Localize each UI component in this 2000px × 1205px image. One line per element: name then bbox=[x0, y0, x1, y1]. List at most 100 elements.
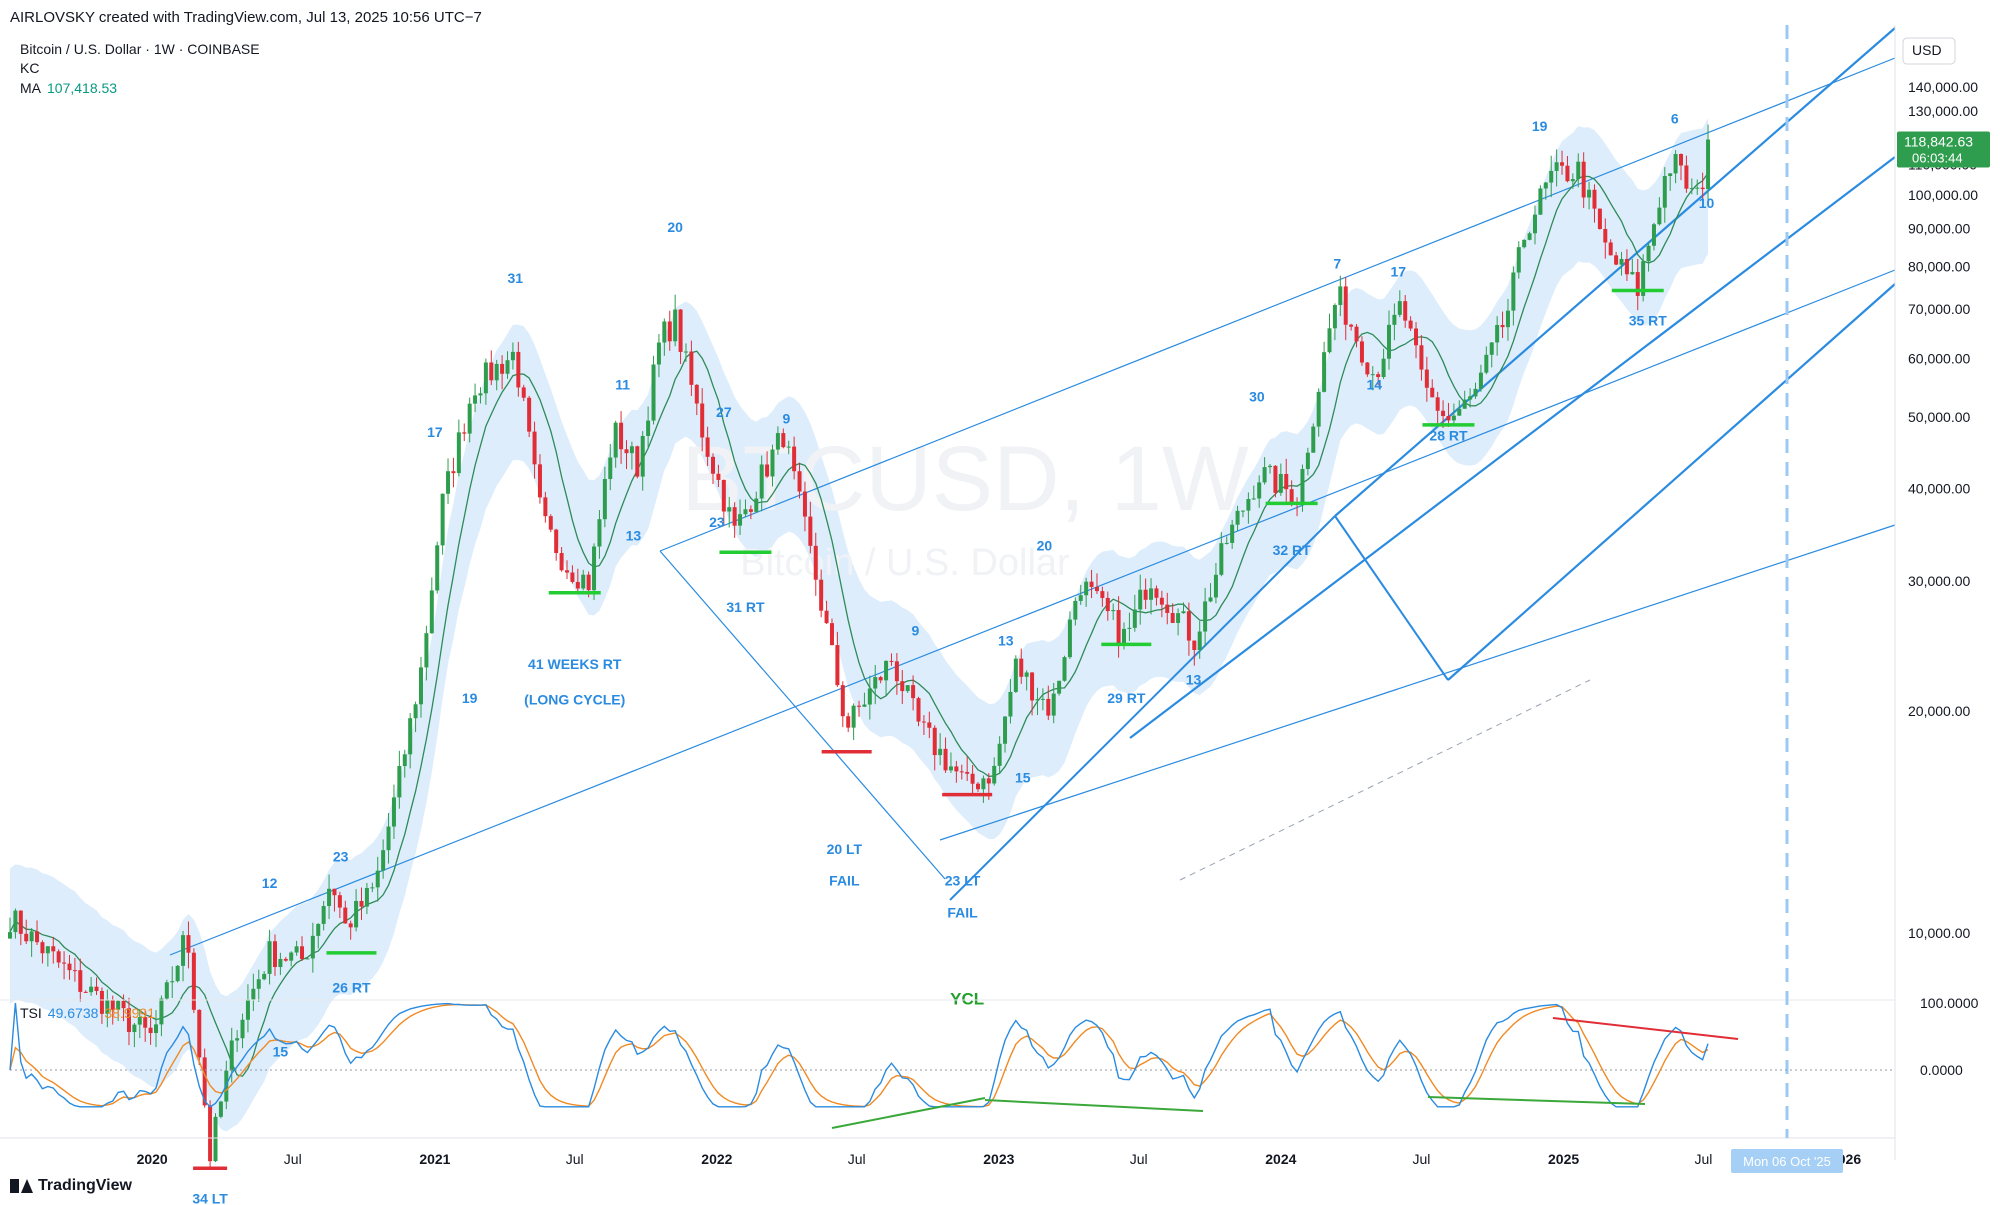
candle-body bbox=[251, 988, 256, 1000]
candle-body bbox=[1635, 272, 1640, 296]
annotation-label: YCL bbox=[950, 990, 984, 1009]
candle-body bbox=[1662, 176, 1667, 208]
candle-body bbox=[1165, 604, 1170, 614]
candle-body bbox=[1349, 324, 1354, 327]
annotation-label: 19 bbox=[1532, 118, 1548, 134]
candle-body bbox=[1641, 261, 1646, 296]
candle-body bbox=[559, 552, 564, 571]
candle-body bbox=[218, 1101, 223, 1117]
candle-body bbox=[1035, 699, 1040, 701]
bar-countdown: 06:03:44 bbox=[1912, 151, 1963, 166]
candle-body bbox=[959, 771, 964, 773]
candle-body bbox=[1111, 610, 1116, 612]
candle-body bbox=[775, 433, 780, 450]
candle-body bbox=[1505, 310, 1510, 328]
candle-body bbox=[748, 509, 753, 512]
candle-body bbox=[1554, 162, 1559, 171]
annotation-label: 15 bbox=[273, 1044, 289, 1060]
dashed-support bbox=[1179, 679, 1591, 881]
time-tick-label: 2025 bbox=[1548, 1151, 1579, 1167]
annotation-label: 9 bbox=[912, 622, 920, 638]
candle-body bbox=[527, 397, 532, 432]
candle-body bbox=[1435, 397, 1440, 411]
candle-body bbox=[446, 471, 451, 494]
annotation-label: 13 bbox=[998, 633, 1014, 649]
candle-body bbox=[310, 935, 315, 959]
tradingview-brand: TradingView bbox=[10, 1177, 132, 1195]
candle-body bbox=[408, 718, 413, 755]
candle-body bbox=[159, 998, 164, 1025]
candle-body bbox=[1019, 658, 1024, 677]
candle-body bbox=[364, 888, 369, 907]
candle-body bbox=[635, 446, 640, 477]
candle-body bbox=[413, 704, 418, 719]
candle-body bbox=[878, 677, 883, 681]
candle-body bbox=[1268, 465, 1273, 468]
candle-body bbox=[575, 581, 580, 589]
candle-body bbox=[202, 1057, 207, 1106]
price-tick-label: 90,000.00 bbox=[1908, 221, 1970, 237]
legend-tsi: TSI 49.6738 38.9991 bbox=[20, 1005, 155, 1021]
annotation-label: 17 bbox=[427, 424, 443, 440]
candle-body bbox=[1013, 658, 1018, 692]
candle-body bbox=[1576, 161, 1581, 180]
candle-body bbox=[1322, 352, 1327, 392]
candle-body bbox=[1024, 672, 1029, 677]
candle-body bbox=[592, 546, 597, 591]
candle-body bbox=[797, 471, 802, 492]
candle-body bbox=[1359, 341, 1364, 363]
candle-body bbox=[1257, 482, 1262, 499]
candle-body bbox=[1073, 600, 1078, 620]
candle-body bbox=[678, 309, 683, 352]
candle-body bbox=[543, 497, 548, 517]
candle-body bbox=[705, 437, 710, 457]
candle-body bbox=[521, 387, 526, 398]
candle-body bbox=[316, 923, 321, 936]
candle-body bbox=[1316, 391, 1321, 427]
candle-body bbox=[1592, 189, 1597, 209]
candle-body bbox=[1311, 426, 1316, 453]
candle-body bbox=[608, 457, 613, 480]
candle-body bbox=[711, 456, 716, 474]
candle-body bbox=[89, 986, 94, 993]
candle-body bbox=[1527, 233, 1532, 240]
candle-body bbox=[467, 403, 472, 434]
candle-body bbox=[137, 1017, 142, 1025]
annotation-label: 27 bbox=[716, 404, 732, 420]
candle-body bbox=[370, 887, 375, 889]
candle-body bbox=[1457, 408, 1462, 416]
candle-body bbox=[245, 999, 250, 1020]
annotation-label: 31 bbox=[507, 270, 523, 286]
pivot-leg-down bbox=[1334, 515, 1449, 681]
candle-body bbox=[1354, 326, 1359, 342]
time-tick-label: Jul bbox=[284, 1151, 302, 1167]
candle-body bbox=[1078, 595, 1083, 601]
candle-body bbox=[1565, 165, 1570, 182]
candle-body bbox=[348, 923, 353, 928]
candle-body bbox=[1668, 173, 1673, 177]
legend-ma: MA 107,418.53 bbox=[20, 80, 117, 96]
candle-body bbox=[164, 982, 169, 999]
candle-body bbox=[565, 570, 570, 573]
annotation-label: 20 LT bbox=[827, 841, 863, 857]
candle-body bbox=[321, 906, 326, 924]
candle-body bbox=[94, 986, 99, 992]
candle-body bbox=[478, 393, 483, 396]
annotation-label: 30 bbox=[1249, 388, 1265, 404]
candle-body bbox=[1008, 691, 1013, 717]
annotation-label: 10 bbox=[1699, 195, 1715, 211]
candle-body bbox=[1235, 510, 1240, 525]
candle-body bbox=[24, 933, 29, 942]
candle-body bbox=[727, 507, 732, 512]
steep-channel-lower bbox=[1447, 283, 1896, 681]
candle-body bbox=[770, 449, 775, 477]
candle-body bbox=[132, 1024, 137, 1033]
candle-body bbox=[391, 797, 396, 827]
candle-body bbox=[597, 519, 602, 547]
candle-body bbox=[143, 1017, 148, 1028]
candle-body bbox=[1484, 354, 1489, 373]
candle-body bbox=[1327, 328, 1332, 353]
candle-body bbox=[35, 931, 40, 943]
annotation-label: 23 bbox=[709, 514, 725, 530]
